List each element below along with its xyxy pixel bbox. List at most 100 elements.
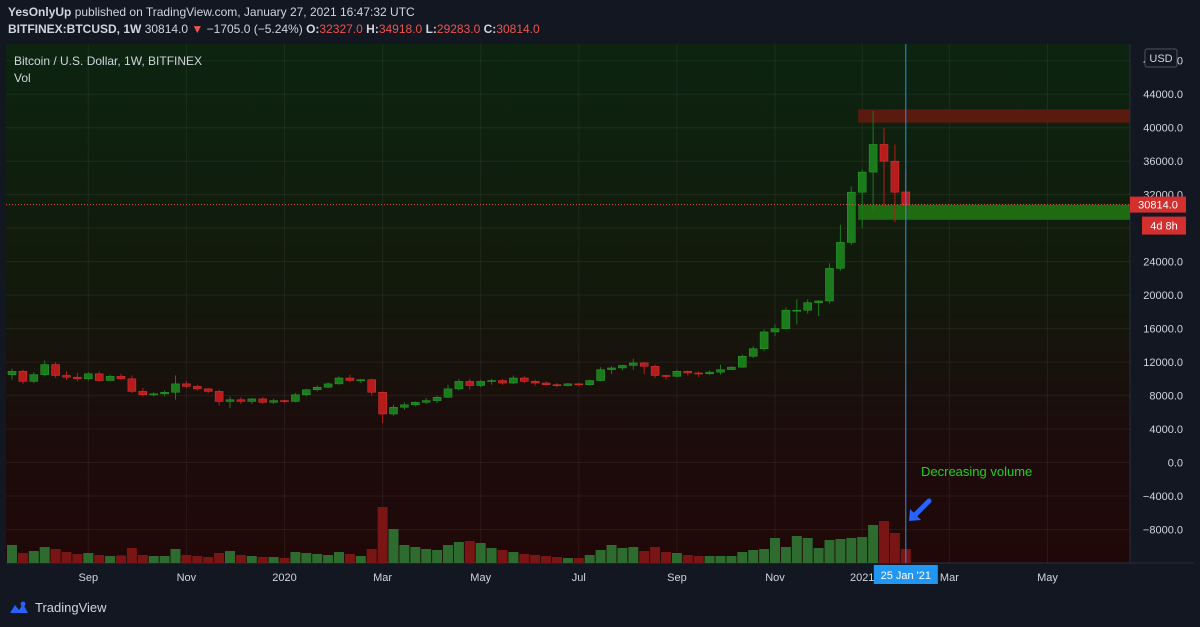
volume-bar: [562, 558, 573, 563]
volume-bar: [726, 556, 737, 563]
candle-body: [661, 375, 671, 377]
candle-body: [84, 373, 93, 380]
candle-body: [421, 400, 431, 403]
volume-bar: [443, 545, 453, 563]
volume-bar: [344, 554, 355, 563]
volume-bar: [235, 555, 246, 563]
y-tick-label: 8000.0: [1149, 391, 1183, 403]
volume-bar: [464, 541, 475, 563]
volume-bar: [759, 549, 770, 563]
x-tick-label: Nov: [177, 572, 197, 584]
candle-body: [378, 391, 387, 415]
x-tick-label: 2021: [850, 572, 874, 584]
y-tick-label: 0.0: [1168, 458, 1183, 470]
publish-info: published on TradingView.com, January 27…: [74, 5, 415, 19]
x-tick-label: 2020: [272, 572, 296, 584]
candle-body: [629, 362, 638, 366]
candle-body: [574, 383, 584, 386]
candle-body: [825, 268, 834, 302]
candle-body: [541, 382, 551, 385]
candle-body: [487, 380, 496, 382]
volume-bar: [693, 556, 704, 563]
volume-bar: [748, 550, 759, 563]
volume-bar: [650, 547, 661, 563]
candle-body: [389, 407, 398, 415]
candle-body: [29, 374, 39, 382]
close-value: 30814.0: [496, 22, 540, 36]
svg-text:30814.0: 30814.0: [1138, 200, 1178, 212]
candle-body: [94, 373, 104, 381]
volume-bar: [791, 536, 802, 563]
candle-body: [879, 144, 889, 162]
volume-bar: [61, 552, 72, 563]
volume-bar: [617, 548, 628, 563]
ohlc-line: BITFINEX:BTCUSD, 1W 30814.0 ▼ −1705.0 (−…: [8, 22, 540, 36]
volume-bar: [334, 552, 344, 563]
candle-body: [443, 388, 453, 398]
candle-body: [759, 331, 769, 349]
candle-body: [596, 369, 605, 381]
y-tick-label: 20000.0: [1143, 290, 1183, 302]
countdown-badge: 4d 8h: [1142, 216, 1186, 235]
candle-body: [258, 398, 267, 403]
y-tick-label: 16000.0: [1143, 324, 1183, 336]
candle-body: [269, 400, 278, 403]
last-price: 30814.0: [144, 22, 189, 36]
candle-body: [312, 386, 322, 390]
y-tick-label: −8000.0: [1143, 525, 1183, 537]
tradingview-logo-icon: [10, 601, 28, 613]
volume-bar: [323, 555, 334, 563]
candle-body: [552, 384, 562, 386]
volume-bar: [541, 556, 552, 563]
volume-bar: [137, 555, 148, 563]
candle-body: [345, 377, 355, 381]
crosshair-date-badge: 25 Jan '21: [873, 565, 938, 584]
candle-body: [236, 399, 246, 402]
price-badge: 30814.0: [1130, 196, 1186, 213]
author-name[interactable]: YesOnlyUp: [8, 5, 72, 19]
volume-bar: [824, 540, 835, 563]
publish-line: YesOnlyUp published on TradingView.com, …: [8, 5, 415, 19]
candle-body: [356, 379, 366, 381]
volume-bar: [889, 533, 900, 563]
volume-bars: [7, 507, 911, 563]
svg-text:25 Jan '21: 25 Jan '21: [881, 570, 931, 582]
candle-body: [116, 376, 126, 380]
volume-bar: [50, 549, 61, 563]
candle-body: [738, 355, 747, 368]
y-tick-label: −4000.0: [1143, 491, 1183, 503]
candle-body: [367, 379, 376, 393]
volume-bar: [181, 555, 192, 563]
zones: [858, 109, 1130, 220]
volume-bar: [770, 538, 780, 563]
candle-body: [171, 383, 180, 393]
resistance-zone: [858, 109, 1130, 123]
open-value: 32327.0: [319, 22, 363, 36]
candle-body: [607, 367, 616, 370]
candle-body: [323, 383, 333, 388]
volume-bar: [628, 547, 639, 563]
close-label: C:: [483, 22, 497, 36]
y-tick-label: 40000.0: [1143, 123, 1183, 135]
volume-bar: [355, 556, 366, 563]
volume-bar: [257, 557, 268, 563]
high-label: H:: [366, 22, 379, 36]
candle-body: [149, 393, 158, 396]
x-tick-label: Nov: [765, 572, 785, 584]
candle-body: [160, 391, 169, 395]
candle-body: [683, 371, 693, 374]
volume-bar: [879, 521, 889, 563]
volume-bar: [519, 554, 530, 563]
currency-badge[interactable]: USD: [1144, 48, 1178, 68]
candle-body: [650, 366, 660, 376]
candle-body: [247, 398, 257, 402]
candle-body: [214, 391, 224, 402]
footer-brand[interactable]: TradingView: [35, 600, 107, 615]
volume-bar: [399, 545, 410, 563]
candle-body: [7, 371, 17, 375]
y-tick-label: 36000.0: [1143, 156, 1183, 168]
candle-body: [792, 309, 802, 312]
volume-bar: [203, 557, 214, 563]
candle-body: [465, 381, 475, 386]
